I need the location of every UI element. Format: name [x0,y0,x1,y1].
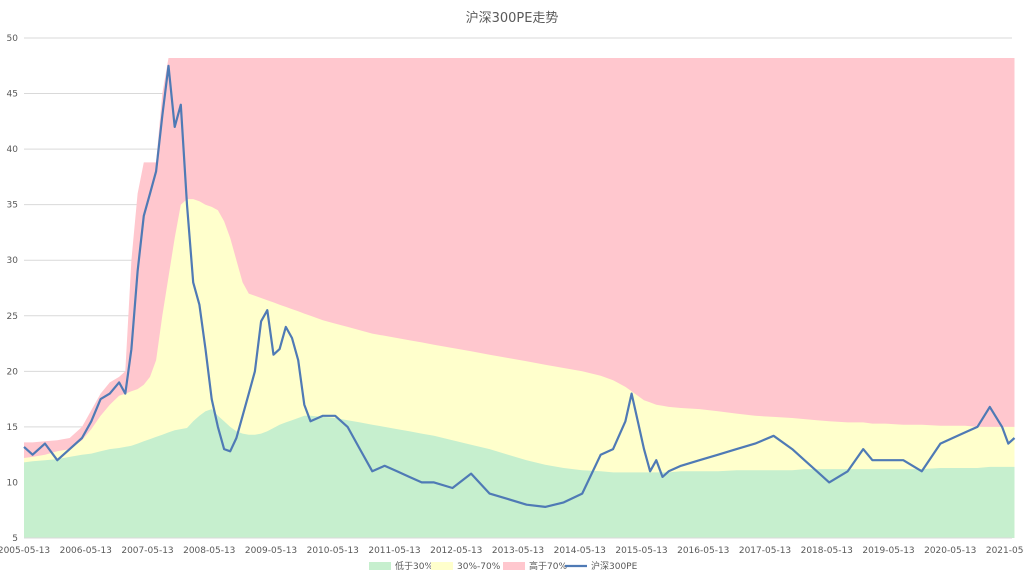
x-tick-label: 2014-05-13 [554,546,606,556]
y-tick-label: 40 [7,145,19,155]
legend-label: 高于70% [529,560,567,572]
chart-title: 沪深300PE走势 [466,10,559,26]
legend-label: 30%-70% [457,562,501,572]
x-tick-label: 2009-05-13 [245,546,297,556]
area-series-0 [24,409,1015,538]
x-tick-label: 2008-05-13 [183,546,235,556]
y-tick-label: 5 [12,534,18,544]
x-tick-label: 2020-05-13 [924,546,976,556]
legend-swatch [369,562,391,570]
y-tick-label: 50 [7,34,19,44]
x-tick-label: 2006-05-13 [60,546,112,556]
y-tick-label: 25 [7,312,18,322]
legend-item: 30%-70% [431,562,501,572]
x-tick-label: 2016-05-13 [677,546,729,556]
pe-line-layer [23,64,1016,508]
legend-label: 低于30% [395,560,433,572]
band-areas [24,58,1015,538]
legend-item: 沪深300PE [565,560,638,572]
y-tick-label: 35 [7,201,18,211]
x-tick-label: 2007-05-13 [121,546,173,556]
pe-line [23,64,1016,508]
legend-label: 沪深300PE [591,560,638,572]
y-tick-label: 20 [7,367,19,377]
x-tick-label: 2021-05-13 [986,546,1024,556]
legend-swatch [431,562,453,570]
x-tick-label: 2012-05-13 [430,546,482,556]
x-tick-label: 2018-05-13 [801,546,853,556]
x-tick-label: 2005-05-13 [0,546,50,556]
axes: 5 10 15 20 25 30 35 40 45 50 2005-05-13 2006-05-13 2… [0,34,1024,556]
legend-item: 低于30% [369,560,433,572]
x-tick-label: 2013-05-13 [492,546,544,556]
y-tick-label: 45 [7,90,18,100]
x-tick-label: 2019-05-13 [862,546,914,556]
x-tick-label: 2011-05-13 [368,546,420,556]
x-tick-label: 2017-05-13 [739,546,791,556]
y-tick-label: 10 [7,478,19,488]
x-tick-label: 2010-05-13 [307,546,359,556]
x-tick-label: 2015-05-13 [615,546,667,556]
legend-swatch [503,562,525,570]
y-tick-label: 30 [7,256,19,266]
legend: 低于30% 30%-70% 高于70% 沪深300PE [369,560,638,572]
legend-item: 高于70% [503,560,567,572]
y-tick-label: 15 [7,423,18,433]
